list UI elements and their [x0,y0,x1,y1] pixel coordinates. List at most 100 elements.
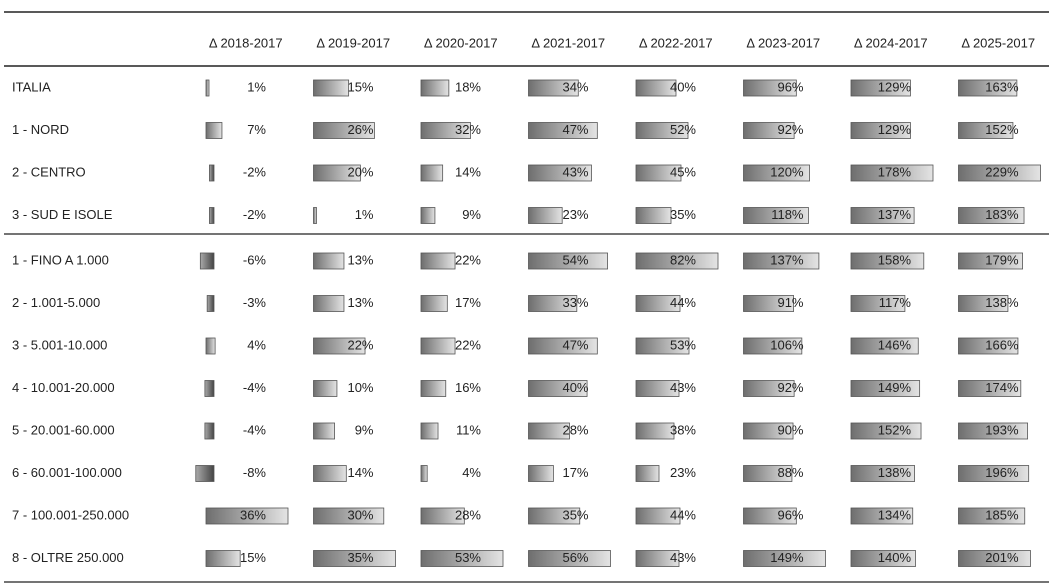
cell-value: 45% [670,164,696,179]
cell-value: 40% [670,79,696,94]
data-bar [420,207,436,224]
cell-value: 52% [670,122,696,137]
data-bar [958,295,1009,312]
data-bar [528,164,592,182]
cell-value: 34% [562,79,588,94]
cell-value: 35% [562,507,588,522]
data-bar [958,164,1041,182]
cell-value: 40% [562,380,588,395]
cell-value: 36% [240,507,266,522]
data-bar [635,122,689,139]
cell-value: 229% [985,164,1019,179]
data-bar [420,422,439,440]
data-bar [420,465,428,482]
cell-value: -3% [243,295,267,310]
data-bar [743,79,797,97]
data-bar [850,79,911,97]
data-bar [743,252,820,270]
data-bar [205,507,289,525]
cell-value: 17% [562,465,588,480]
cell-value: 201% [985,550,1019,565]
data-bar [958,79,1018,97]
cell-value: 7% [247,122,266,137]
cell-value: 35% [347,550,373,565]
data-bar [850,295,906,312]
cell-value: 47% [562,337,588,352]
data-bar [635,337,690,355]
cell-value: 43% [670,550,696,565]
data-bar [313,207,317,224]
cell-value: -8% [243,465,267,480]
data-bar [528,122,598,139]
cell-value: 185% [985,507,1019,522]
data-bar [206,295,215,312]
data-bar [528,465,554,482]
data-bar [743,550,826,567]
row-label: 1 - FINO A 1.000 [12,252,109,267]
cell-value: 23% [670,465,696,480]
cell-value: 129% [878,122,912,137]
data-bar [850,164,934,182]
data-bar [635,550,680,567]
cell-value: 11% [456,422,481,437]
data-bar [199,252,215,270]
cell-value: 33% [562,295,588,310]
cell-value: 10% [347,380,373,395]
data-bar [313,252,345,270]
cell-value: 91% [777,295,803,310]
cell-value: 90% [777,422,803,437]
data-bar [635,465,660,482]
data-bar [528,207,563,224]
cell-value: 43% [562,164,588,179]
data-bar [528,507,581,525]
cell-value: 146% [878,337,912,352]
row-label: 2 - 1.001-5.000 [12,295,100,310]
row-label: 8 - OLTRE 250.000 [12,550,124,565]
cell-value: -6% [243,252,267,267]
data-bar [958,422,1029,440]
row-label: 1 - NORD [12,122,69,137]
data-bar [420,380,447,397]
data-bar [850,465,915,482]
cell-value: 53% [455,550,481,565]
cell-value: 22% [347,337,373,352]
cell-value: 96% [777,79,803,94]
data-bar [528,337,598,355]
data-bar [850,422,922,440]
cell-value: 53% [670,337,696,352]
cell-value: 183% [985,207,1019,222]
cell-value: 28% [455,507,481,522]
data-bar [958,252,1023,270]
cell-value: 15% [347,79,373,94]
row-label: 4 - 10.001-20.000 [12,380,115,395]
data-bar [743,122,795,139]
data-bar [420,295,448,312]
data-bar [420,79,450,97]
cell-value: 193% [985,422,1019,437]
cell-value: 92% [777,380,803,395]
cell-value: 96% [777,507,803,522]
cell-value: 149% [770,550,804,565]
cell-value: 14% [455,164,481,179]
data-bar [743,507,797,525]
row-label: 6 - 60.001-100.000 [12,465,122,480]
cell-value: 138% [878,465,912,480]
data-bar [420,122,471,139]
column-header: Δ 2025-2017 [961,35,1035,50]
data-bar [635,507,681,525]
data-bar [743,465,793,482]
cell-value: 15% [240,550,266,565]
cell-value: 56% [562,550,588,565]
data-bar [850,122,911,139]
data-bar [313,337,366,355]
cell-value: 163% [985,79,1019,94]
data-bar [850,252,925,270]
data-bar [743,422,794,440]
cell-value: 9% [355,422,374,437]
cell-value: 44% [670,507,696,522]
cell-value: 137% [770,252,804,267]
cell-value: -4% [243,380,267,395]
cell-value: 4% [247,337,266,352]
data-bar [528,380,588,397]
data-bar [205,550,241,567]
